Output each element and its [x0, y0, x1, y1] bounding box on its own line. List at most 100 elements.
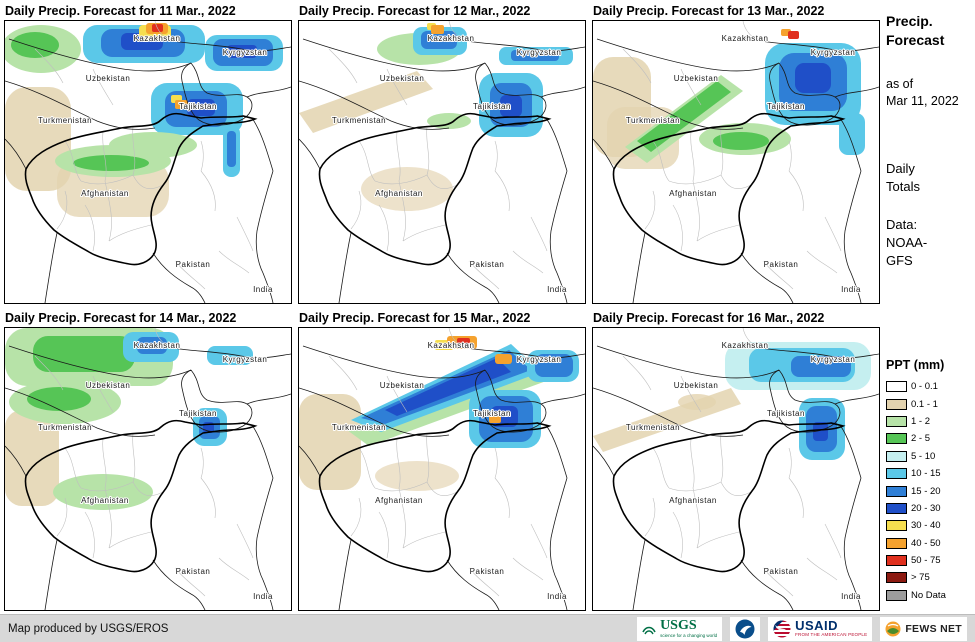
- country-label-india: India: [547, 285, 567, 294]
- country-label-pakistan: Pakistan: [764, 260, 799, 269]
- country-labels: Kazakhstan Kyrgyzstan Uzbekistan Tajikis…: [331, 33, 568, 295]
- legend-row: 1 - 2: [886, 413, 972, 430]
- legend-swatch: [886, 381, 907, 393]
- totals-line1: Daily: [886, 161, 915, 176]
- country-label-turkmenistan: Turkmenistan: [332, 423, 386, 432]
- country-label-afghanistan: Afghanistan: [669, 496, 717, 505]
- panel-title: Daily Precip. Forecast for 16 Mar., 2022: [593, 311, 825, 325]
- legend-label: 2 - 5: [911, 433, 931, 445]
- panel-title: Daily Precip. Forecast for 15 Mar., 2022: [299, 311, 531, 325]
- country-label-uzbekistan: Uzbekistan: [380, 381, 425, 390]
- usgs-wave-icon: [642, 626, 656, 634]
- legend-row: No Data: [886, 587, 972, 604]
- country-label-turkmenistan: Turkmenistan: [38, 423, 92, 432]
- usaid-tagline: FROM THE AMERICAN PEOPLE: [795, 632, 868, 638]
- legend-label: 30 - 40: [911, 520, 941, 532]
- country-label-tajikistan: Tajikistan: [767, 102, 805, 111]
- legend-swatch: [886, 485, 907, 497]
- usaid-logo: USAID FROM THE AMERICAN PEOPLE: [768, 616, 873, 641]
- legend-swatch: [886, 415, 907, 427]
- noaa-logo: [730, 616, 761, 641]
- legend-row: 50 - 75: [886, 552, 972, 569]
- forecast-map: Kazakhstan Kyrgyzstan Uzbekistan Tajikis…: [299, 328, 585, 610]
- legend-swatch: [886, 589, 907, 601]
- country-label-india: India: [547, 592, 567, 601]
- country-label-afghanistan: Afghanistan: [669, 189, 717, 198]
- as-of-date: Mar 11, 2022: [886, 94, 959, 108]
- country-label-tajikistan: Tajikistan: [179, 102, 217, 111]
- country-labels: Kazakhstan Kyrgyzstan Uzbekistan Tajikis…: [331, 340, 568, 602]
- country-label-pakistan: Pakistan: [176, 260, 211, 269]
- legend-row: 2 - 5: [886, 430, 972, 447]
- country-labels: Kazakhstan Kyrgyzstan Uzbekistan Tajikis…: [625, 33, 862, 295]
- legend-row: 20 - 30: [886, 500, 972, 517]
- country-label-india: India: [841, 285, 861, 294]
- legend-label: 1 - 2: [911, 415, 931, 427]
- country-label-uzbekistan: Uzbekistan: [674, 74, 719, 83]
- legend-label: 40 - 50: [911, 537, 941, 549]
- legend-row: 15 - 20: [886, 482, 972, 499]
- country-label-pakistan: Pakistan: [470, 567, 505, 576]
- country-label-afghanistan: Afghanistan: [375, 189, 423, 198]
- sidebar: Precip. Forecast as of Mar 11, 2022 Dail…: [886, 12, 972, 604]
- country-label-kazakhstan: Kazakhstan: [134, 34, 181, 43]
- legend-row: 0.1 - 1: [886, 395, 972, 412]
- map-grid: Daily Precip. Forecast for 11 Mar., 2022…: [4, 2, 882, 614]
- country-label-kyrgyzstan: Kyrgyzstan: [811, 48, 856, 57]
- country-label-kazakhstan: Kazakhstan: [722, 34, 769, 43]
- panel-title: Daily Precip. Forecast for 14 Mar., 2022: [5, 311, 237, 325]
- country-label-india: India: [841, 592, 861, 601]
- forecast-panel: Daily Precip. Forecast for 16 Mar., 2022…: [592, 309, 882, 614]
- fewsnet-globe-icon: [885, 621, 901, 636]
- country-label-tajikistan: Tajikistan: [473, 409, 511, 418]
- legend-label: 10 - 15: [911, 468, 941, 480]
- country-label-afghanistan: Afghanistan: [375, 496, 423, 505]
- country-label-tajikistan: Tajikistan: [179, 409, 217, 418]
- data-source-line2: NOAA-: [886, 235, 928, 250]
- map-frame: Kazakhstan Kyrgyzstan Uzbekistan Tajikis…: [592, 20, 880, 304]
- legend-row: 30 - 40: [886, 517, 972, 534]
- country-label-kazakhstan: Kazakhstan: [722, 341, 769, 350]
- credit-text: Map produced by USGS/EROS: [8, 622, 169, 635]
- totals-block: Daily Totals: [886, 160, 972, 196]
- country-label-kazakhstan: Kazakhstan: [134, 341, 181, 350]
- country-label-turkmenistan: Turkmenistan: [626, 423, 680, 432]
- country-label-uzbekistan: Uzbekistan: [86, 381, 131, 390]
- legend-swatch: [886, 572, 907, 584]
- forecast-map: Kazakhstan Kyrgyzstan Uzbekistan Tajikis…: [299, 21, 585, 303]
- country-label-kyrgyzstan: Kyrgyzstan: [517, 48, 562, 57]
- legend-swatch: [886, 520, 907, 532]
- as-of-label: as of: [886, 77, 914, 91]
- legend-swatch: [886, 468, 907, 480]
- logo-strip: USGS science for a changing world: [637, 616, 967, 641]
- country-label-india: India: [253, 592, 273, 601]
- map-frame: Kazakhstan Kyrgyzstan Uzbekistan Tajikis…: [4, 327, 292, 611]
- forecast-map: Kazakhstan Kyrgyzstan Uzbekistan Tajikis…: [593, 328, 879, 610]
- map-frame: Kazakhstan Kyrgyzstan Uzbekistan Tajikis…: [298, 20, 586, 304]
- country-label-uzbekistan: Uzbekistan: [380, 74, 425, 83]
- country-label-turkmenistan: Turkmenistan: [332, 116, 386, 125]
- legend-swatch: [886, 537, 907, 549]
- legend-label: 50 - 75: [911, 555, 941, 567]
- sidebar-title-line1: Precip.: [886, 13, 933, 29]
- legend-swatch: [886, 433, 907, 445]
- legend-label: 20 - 30: [911, 502, 941, 514]
- legend-label: 0.1 - 1: [911, 398, 938, 410]
- legend-label: 0 - 0.1: [911, 381, 938, 393]
- country-label-kazakhstan: Kazakhstan: [428, 34, 475, 43]
- legend-label: > 75: [911, 572, 930, 584]
- forecast-panel: Daily Precip. Forecast for 13 Mar., 2022…: [592, 2, 882, 307]
- legend-label: 15 - 20: [911, 485, 941, 497]
- country-label-tajikistan: Tajikistan: [767, 409, 805, 418]
- legend-label: 5 - 10: [911, 450, 936, 462]
- forecast-panel: Daily Precip. Forecast for 14 Mar., 2022…: [4, 309, 294, 614]
- country-label-kyrgyzstan: Kyrgyzstan: [223, 48, 268, 57]
- country-label-kyrgyzstan: Kyrgyzstan: [517, 355, 562, 364]
- country-label-kazakhstan: Kazakhstan: [428, 341, 475, 350]
- country-label-tajikistan: Tajikistan: [473, 102, 511, 111]
- as-of-block: as of Mar 11, 2022: [886, 76, 972, 110]
- forecast-map: Kazakhstan Kyrgyzstan Uzbekistan Tajikis…: [5, 21, 291, 303]
- legend-title: PPT (mm): [886, 358, 945, 372]
- data-source-line3: GFS: [886, 253, 913, 268]
- country-label-uzbekistan: Uzbekistan: [86, 74, 131, 83]
